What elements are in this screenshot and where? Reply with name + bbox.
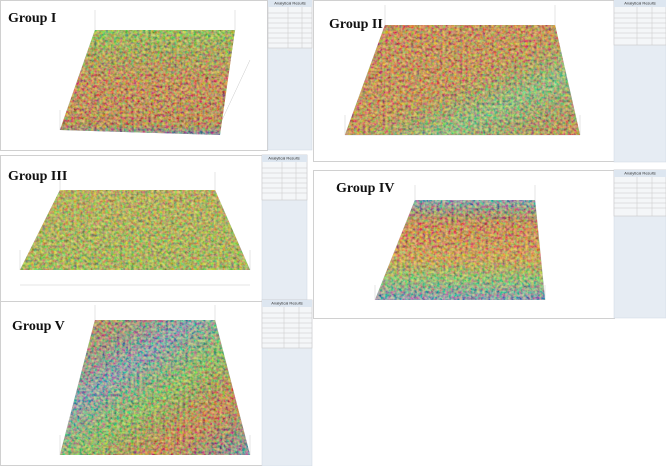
surface-plot [59,305,251,456]
surface-plot [374,185,546,301]
surface-plot [344,5,581,136]
results-table: Analytical Results [613,0,666,163]
group-label: Group V [12,319,65,334]
group-label: Group IV [336,181,394,196]
table-title: Analytical Results [271,301,303,306]
results-table: Analytical Results [613,169,666,319]
group-label: Group III [8,169,67,184]
group-label: Group II [329,17,383,32]
surface-plot [59,10,251,136]
results-table: Analytical Results [261,299,313,466]
surface-plot [19,172,251,286]
table-title: Analytical Results [624,171,656,176]
table-title: Analytical Results [268,156,300,161]
table-title: Analytical Results [624,1,656,6]
table-title: Analytical Results [274,1,306,6]
results-table: Analytical Results [261,154,308,301]
group-label: Group I [8,11,56,26]
results-table: Analytical Results [267,0,313,151]
